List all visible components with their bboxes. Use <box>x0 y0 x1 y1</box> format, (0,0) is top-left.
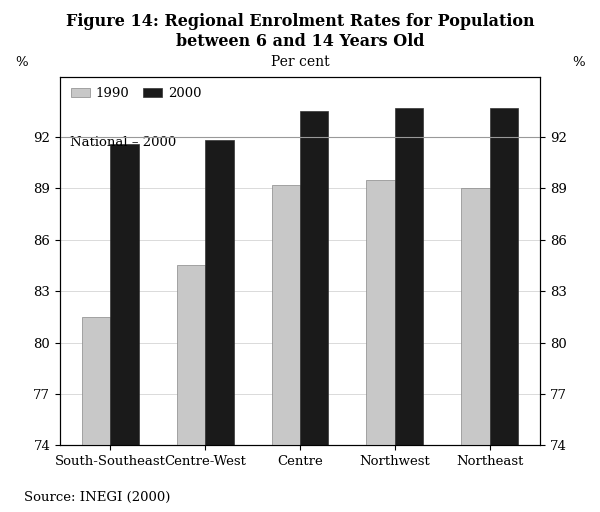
Bar <box>205 140 233 445</box>
Text: Per cent: Per cent <box>271 55 329 69</box>
Text: Figure 14: Regional Enrolment Rates for Population: Figure 14: Regional Enrolment Rates for … <box>65 13 535 30</box>
Text: %: % <box>572 56 585 70</box>
Bar <box>272 185 300 445</box>
Legend: 1990, 2000: 1990, 2000 <box>67 83 205 104</box>
Bar <box>367 180 395 445</box>
Bar <box>395 108 424 445</box>
Bar <box>176 265 205 445</box>
Text: between 6 and 14 Years Old: between 6 and 14 Years Old <box>176 33 424 50</box>
Text: %: % <box>15 56 28 70</box>
Bar <box>490 108 518 445</box>
Text: National – 2000: National – 2000 <box>70 136 176 149</box>
Bar <box>300 111 328 445</box>
Text: Source: INEGI (2000): Source: INEGI (2000) <box>24 492 170 504</box>
Bar <box>110 144 139 445</box>
Bar <box>461 188 490 445</box>
Bar <box>82 317 110 445</box>
